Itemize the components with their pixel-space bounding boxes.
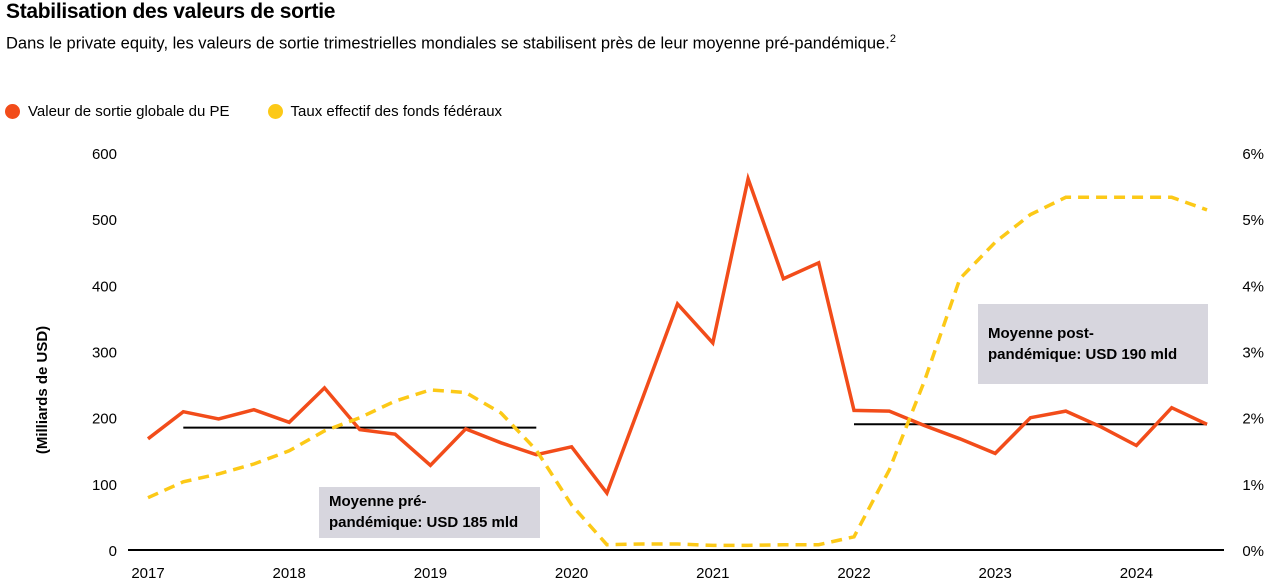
y-axis-label: (Milliards de USD) [34,326,51,454]
x-tick-label: 2019 [414,565,447,582]
legend-swatch-fed [267,104,283,119]
annotation-post-pandemic: Moyenne post- pandémique: USD 190 mld [978,304,1208,384]
y-tick-label: 0 [109,543,117,560]
y2-tick-label: 3% [1242,345,1264,362]
x-tick-label: 2021 [696,565,729,582]
y2-tick-label: 4% [1242,278,1264,295]
x-tick-label: 2023 [979,565,1012,582]
x-tick-label: 2017 [131,565,164,582]
x-tick-label: 2022 [837,565,870,582]
annotation-post-line2: pandémique: USD 190 mld [988,346,1178,363]
chart-title: Stabilisation des valeurs de sortie [6,0,336,23]
subtitle-text: Dans le private equity, les valeurs de s… [6,34,890,53]
legend-item-fed: Taux effectif des fonds fédéraux [267,103,503,120]
legend-swatch-pe [5,104,20,119]
legend-item-pe: Valeur de sortie globale du PE [5,103,230,120]
y2-tick-label: 2% [1242,411,1264,428]
y2-tick-label: 0% [1242,543,1264,560]
y-tick-label: 100 [92,477,117,494]
annotation-pre-line1: Moyenne pré- [329,493,427,510]
footnote-ref: 2 [889,33,896,45]
legend-label-pe: Valeur de sortie globale du PE [28,103,230,120]
legend-label-fed: Taux effectif des fonds fédéraux [290,103,503,120]
y-tick-label: 400 [92,278,117,295]
annotation-post-line1: Moyenne post- [988,325,1094,342]
y2-tick-label: 6% [1242,146,1264,163]
y2-tick-label: 1% [1242,477,1264,494]
chart-subtitle: Dans le private equity, les valeurs de s… [6,27,966,56]
y-tick-label: 300 [92,345,117,362]
x-tick-label: 2024 [1120,565,1153,582]
x-tick-label: 2020 [555,565,588,582]
y-tick-label: 500 [92,212,117,229]
y-tick-label: 600 [92,146,117,163]
x-tick-label: 2018 [273,565,306,582]
annotation-pre-pandemic: Moyenne pré- pandémique: USD 185 mld [319,487,540,538]
legend: Valeur de sortie globale du PE Taux effe… [5,103,502,120]
y2-tick-label: 5% [1242,212,1264,229]
annotation-pre-line2: pandémique: USD 185 mld [329,514,519,531]
y-tick-label: 200 [92,411,117,428]
